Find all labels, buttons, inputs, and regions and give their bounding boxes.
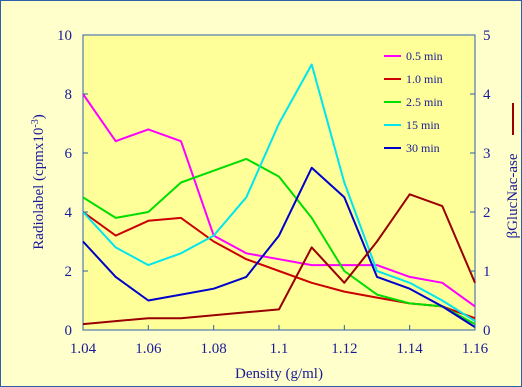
x-axis-label: Density (g/ml) [235,366,323,382]
y2-tick-label: 4 [483,87,491,103]
x-tick-label: 1.1 [270,341,289,357]
x-tick-label: 1.12 [331,341,357,357]
legend-label-15-min: 15 min [406,118,440,132]
x-tick-label: 1.08 [201,341,227,357]
y2-axis-ticks: 0 1 2 3 4 5 [470,28,491,339]
y2-tick-label: 1 [483,264,491,280]
plot-area [82,34,476,331]
legend: 0.5 min 1.0 min 2.5 min 15 min 30 min [384,49,443,155]
x-tick-label: 1.06 [135,341,162,357]
series-line-30-min [82,166,476,328]
series-line-2-5-min [82,157,476,325]
y-tick-label: 4 [65,205,73,221]
legend-label-1-0-min: 1.0 min [406,72,443,86]
series-line-0-5-min [82,93,476,308]
x-tick-label: 1.16 [462,341,489,357]
y2-tick-label: 2 [483,205,491,221]
y-tick-label: 6 [65,146,73,162]
y2-tick-label: 3 [483,146,491,162]
legend-label-2-5-min: 2.5 min [406,95,443,109]
y2-tick-label: 5 [483,28,491,44]
y-tick-label: 2 [65,264,73,280]
series-lines [82,63,476,328]
legend-label-30-min: 30 min [406,141,440,155]
y-tick-label: 8 [65,87,73,103]
y-axis-ticks: 0 2 4 6 8 10 [57,28,88,339]
y2-tick-label: 0 [483,323,491,339]
x-tick-label: 1.14 [397,341,424,357]
series-line-15-min [82,63,476,322]
x-axis-ticks: 1.04 1.06 1.08 1.1 1.12 1.14 1.16 [70,325,489,357]
legend-label-0-5-min: 0.5 min [406,49,443,63]
series-line-right-axis-5 [82,193,476,326]
y-axis-label: Radiolabel (cpmx10-3) [30,114,47,249]
y-tick-label: 0 [65,323,73,339]
y2-axis-label: βGlucNac-ase [505,153,521,238]
x-tick-label: 1.04 [70,341,97,357]
y-tick-label: 10 [57,28,72,44]
